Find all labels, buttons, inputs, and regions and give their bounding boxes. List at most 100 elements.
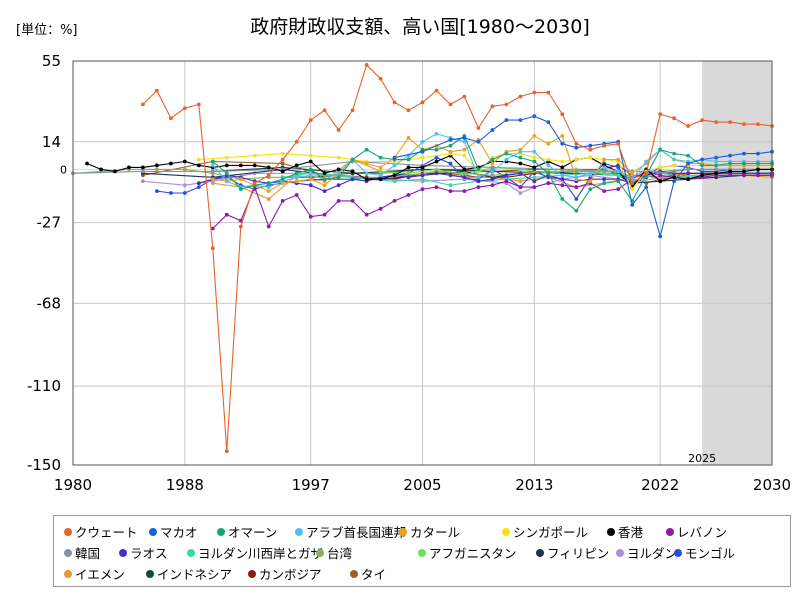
data-point <box>602 177 607 182</box>
data-point <box>518 161 523 166</box>
data-point <box>462 147 467 152</box>
legend-marker <box>536 548 544 557</box>
data-point <box>210 163 215 168</box>
data-point <box>196 157 201 162</box>
data-point <box>420 100 425 105</box>
legend-marker <box>316 548 324 557</box>
data-point <box>322 212 327 217</box>
data-point <box>588 171 593 176</box>
data-point <box>616 187 621 192</box>
legend-marker <box>399 527 407 536</box>
data-point <box>448 183 453 188</box>
legend-marker <box>607 527 615 536</box>
legend-item: ヨルダン <box>616 543 677 562</box>
data-point <box>336 167 341 172</box>
data-point <box>742 161 746 166</box>
data-point <box>490 157 495 162</box>
data-point <box>560 159 565 164</box>
data-point <box>280 199 285 203</box>
data-point <box>476 126 481 130</box>
data-point <box>434 159 439 164</box>
data-point <box>714 163 718 168</box>
data-point <box>182 106 187 111</box>
legend-item: カンボジア <box>248 564 322 583</box>
data-point <box>308 177 313 182</box>
data-point <box>504 102 509 107</box>
data-point <box>434 147 439 152</box>
data-point <box>350 157 355 162</box>
data-point <box>252 163 257 168</box>
data-point <box>658 179 663 184</box>
data-point <box>266 189 271 194</box>
data-point <box>532 185 537 190</box>
data-point <box>546 171 551 176</box>
data-point <box>546 141 551 146</box>
legend-marker <box>119 548 127 557</box>
data-point <box>266 165 271 170</box>
data-point <box>308 214 313 219</box>
zero-label: 0 <box>60 163 67 176</box>
data-point <box>378 169 383 174</box>
legend-marker <box>350 569 358 578</box>
data-point <box>546 157 551 162</box>
data-point <box>714 120 718 124</box>
data-point <box>602 143 607 148</box>
data-point <box>518 191 523 195</box>
data-point <box>756 161 760 166</box>
y-tick-label: 55 <box>42 52 61 70</box>
data-point <box>434 171 439 176</box>
data-point <box>392 199 397 203</box>
data-point <box>155 189 159 194</box>
legend-item: オマーン <box>217 522 277 541</box>
data-point <box>686 171 690 176</box>
data-point <box>266 185 271 190</box>
x-tick-label: 2005 <box>403 476 441 494</box>
data-point <box>658 234 663 239</box>
data-point <box>504 173 509 178</box>
series-クウェート <box>141 63 774 454</box>
series-line <box>72 160 772 178</box>
data-point <box>322 177 327 182</box>
legend-item: シンガポール <box>502 522 588 541</box>
data-point <box>420 139 425 144</box>
data-point <box>378 76 383 81</box>
legend-item: カタール <box>399 522 460 541</box>
data-point <box>378 206 383 211</box>
data-point <box>448 137 453 142</box>
legend-item: ラオス <box>119 543 168 562</box>
data-point <box>490 165 495 170</box>
x-tick-label: 2030 <box>753 476 791 494</box>
data-point <box>308 167 313 172</box>
data-point <box>462 171 467 176</box>
y-tick-label: 14 <box>42 133 61 151</box>
legend-marker <box>149 527 157 536</box>
x-tick-label: 2022 <box>641 476 679 494</box>
data-point <box>294 193 299 197</box>
data-point <box>336 175 341 180</box>
data-point <box>672 163 676 168</box>
data-point <box>714 171 718 176</box>
data-point <box>742 151 746 156</box>
data-point <box>210 159 215 164</box>
data-point <box>574 197 579 201</box>
forecast-region <box>702 61 772 465</box>
data-point <box>476 185 481 190</box>
data-point <box>616 157 621 162</box>
data-point <box>196 181 201 186</box>
legend-item: イエメン <box>64 564 125 583</box>
data-point <box>532 159 537 164</box>
data-point <box>420 173 425 178</box>
data-point <box>280 157 285 162</box>
data-point <box>392 155 397 160</box>
legend-label: ヨルダン <box>627 546 678 561</box>
data-point <box>756 167 760 172</box>
data-point <box>518 185 523 190</box>
data-point <box>448 143 453 148</box>
data-point <box>308 183 313 188</box>
data-point <box>238 163 243 168</box>
data-point <box>700 163 704 168</box>
data-point <box>518 149 523 154</box>
data-point <box>294 163 299 168</box>
data-point <box>756 122 760 126</box>
